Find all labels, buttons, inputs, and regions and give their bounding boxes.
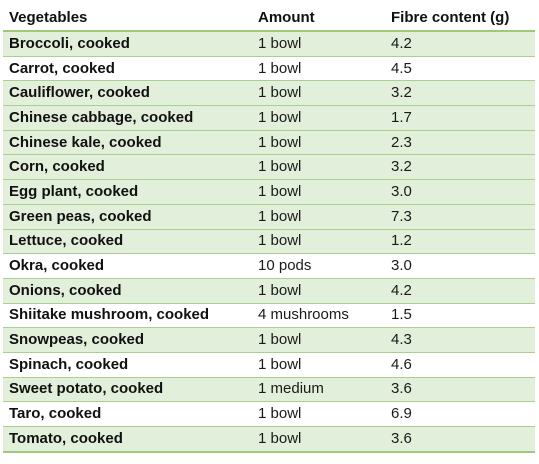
amount-cell: 1 bowl bbox=[252, 401, 385, 427]
table-row: Egg plant, cooked 1 bowl 3.0 bbox=[3, 179, 535, 205]
fibre-table-container: Vegetables Amount Fibre content (g) Broc… bbox=[3, 5, 535, 453]
vegetable-name-cell: Chinese kale, cooked bbox=[3, 130, 252, 156]
amount-cell: 1 bowl bbox=[252, 154, 385, 181]
amount-cell: 4 mushrooms bbox=[252, 303, 385, 329]
fibre-value-cell: 3.2 bbox=[385, 80, 535, 107]
fibre-value-cell: 4.6 bbox=[385, 352, 535, 378]
table-row: Sweet potato, cooked 1 medium 3.6 bbox=[3, 377, 535, 403]
vegetable-name-cell: Snowpeas, cooked bbox=[3, 327, 252, 353]
amount-cell: 1 bowl bbox=[252, 327, 385, 353]
fibre-value-cell: 3.0 bbox=[385, 253, 535, 279]
vegetable-name-cell: Sweet potato, cooked bbox=[3, 377, 252, 403]
table-row: Carrot, cooked 1 bowl 4.5 bbox=[3, 56, 535, 82]
fibre-value-cell: 6.9 bbox=[385, 401, 535, 427]
amount-cell: 1 bowl bbox=[252, 130, 385, 156]
fibre-value-cell: 4.5 bbox=[385, 56, 535, 82]
vegetable-name-cell: Cauliflower, cooked bbox=[3, 80, 252, 107]
vegetable-fibre-table: Vegetables Amount Fibre content (g) Broc… bbox=[3, 5, 535, 453]
header-fibre-content: Fibre content (g) bbox=[385, 5, 535, 32]
amount-cell: 1 medium bbox=[252, 377, 385, 403]
table-row: Okra, cooked 10 pods 3.0 bbox=[3, 253, 535, 279]
table-row: Chinese kale, cooked 1 bowl 2.3 bbox=[3, 130, 535, 156]
amount-cell: 1 bowl bbox=[252, 352, 385, 378]
table-row: Spinach, cooked 1 bowl 4.6 bbox=[3, 352, 535, 378]
amount-cell: 1 bowl bbox=[252, 204, 385, 230]
amount-cell: 1 bowl bbox=[252, 56, 385, 82]
table-row: Tomato, cooked 1 bowl 3.6 bbox=[3, 426, 535, 453]
fibre-value-cell: 3.6 bbox=[385, 426, 535, 453]
table-row: Green peas, cooked 1 bowl 7.3 bbox=[3, 204, 535, 230]
vegetable-name-cell: Green peas, cooked bbox=[3, 204, 252, 230]
table-row: Cauliflower, cooked 1 bowl 3.2 bbox=[3, 80, 535, 107]
table-row: Corn, cooked 1 bowl 3.2 bbox=[3, 154, 535, 181]
vegetable-name-cell: Egg plant, cooked bbox=[3, 179, 252, 205]
amount-cell: 1 bowl bbox=[252, 80, 385, 107]
table-row: Onions, cooked 1 bowl 4.2 bbox=[3, 278, 535, 304]
vegetable-name-cell: Chinese cabbage, cooked bbox=[3, 105, 252, 131]
amount-cell: 1 bowl bbox=[252, 31, 385, 57]
vegetable-name-cell: Okra, cooked bbox=[3, 253, 252, 279]
table-row: Taro, cooked 1 bowl 6.9 bbox=[3, 401, 535, 427]
table-body: Broccoli, cooked 1 bowl 4.2 Carrot, cooked 1… bbox=[3, 31, 535, 453]
fibre-value-cell: 4.2 bbox=[385, 31, 535, 57]
amount-cell: 10 pods bbox=[252, 253, 385, 279]
amount-cell: 1 bowl bbox=[252, 278, 385, 304]
amount-cell: 1 bowl bbox=[252, 179, 385, 205]
fibre-value-cell: 1.2 bbox=[385, 229, 535, 255]
vegetable-name-cell: Broccoli, cooked bbox=[3, 31, 252, 57]
fibre-value-cell: 2.3 bbox=[385, 130, 535, 156]
fibre-value-cell: 3.6 bbox=[385, 377, 535, 403]
vegetable-name-cell: Tomato, cooked bbox=[3, 426, 252, 453]
amount-cell: 1 bowl bbox=[252, 105, 385, 131]
table-row: Shiitake mushroom, cooked 4 mushrooms 1.5 bbox=[3, 303, 535, 329]
header-row: Vegetables Amount Fibre content (g) bbox=[3, 5, 535, 32]
table-row: Snowpeas, cooked 1 bowl 4.3 bbox=[3, 327, 535, 353]
vegetable-name-cell: Corn, cooked bbox=[3, 154, 252, 181]
fibre-value-cell: 3.2 bbox=[385, 154, 535, 181]
vegetable-name-cell: Carrot, cooked bbox=[3, 56, 252, 82]
vegetable-name-cell: Onions, cooked bbox=[3, 278, 252, 304]
fibre-value-cell: 1.7 bbox=[385, 105, 535, 131]
amount-cell: 1 bowl bbox=[252, 426, 385, 453]
fibre-value-cell: 4.3 bbox=[385, 327, 535, 353]
header-vegetables: Vegetables bbox=[3, 5, 252, 32]
table-row: Broccoli, cooked 1 bowl 4.2 bbox=[3, 31, 535, 57]
amount-cell: 1 bowl bbox=[252, 229, 385, 255]
fibre-value-cell: 3.0 bbox=[385, 179, 535, 205]
vegetable-name-cell: Taro, cooked bbox=[3, 401, 252, 427]
vegetable-name-cell: Lettuce, cooked bbox=[3, 229, 252, 255]
fibre-value-cell: 4.2 bbox=[385, 278, 535, 304]
table-row: Chinese cabbage, cooked 1 bowl 1.7 bbox=[3, 105, 535, 131]
fibre-value-cell: 7.3 bbox=[385, 204, 535, 230]
table-row: Lettuce, cooked 1 bowl 1.2 bbox=[3, 229, 535, 255]
fibre-value-cell: 1.5 bbox=[385, 303, 535, 329]
header-amount: Amount bbox=[252, 5, 385, 32]
vegetable-name-cell: Spinach, cooked bbox=[3, 352, 252, 378]
vegetable-name-cell: Shiitake mushroom, cooked bbox=[3, 303, 252, 329]
